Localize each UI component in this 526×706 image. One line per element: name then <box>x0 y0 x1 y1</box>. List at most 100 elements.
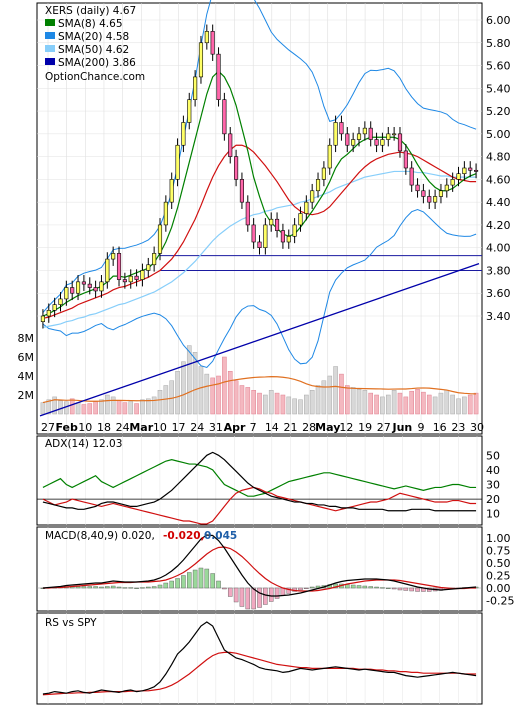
volume-bar <box>192 352 198 415</box>
volume-bar <box>280 394 286 415</box>
rs-title: RS vs SPY <box>45 617 97 629</box>
y-tick-label: 6.00 <box>486 14 511 27</box>
candle-body <box>403 150 408 169</box>
volume-bar <box>292 398 297 415</box>
candle-body <box>456 173 461 180</box>
candle-body <box>204 31 209 44</box>
candle-body <box>58 298 63 305</box>
x-tick-label: 21 <box>283 421 297 434</box>
x-tick-label: 16 <box>433 421 447 434</box>
candle-body <box>339 122 344 135</box>
macd-histogram-bar <box>75 586 81 589</box>
candle-body <box>275 218 280 231</box>
x-tick-label: 9 <box>418 421 425 434</box>
candle-body <box>111 253 116 260</box>
x-tick-label: May <box>315 421 340 434</box>
volume-bar <box>426 394 432 415</box>
macd-tick-label: 1.00 <box>486 532 511 545</box>
x-tick-label: 31 <box>209 421 223 434</box>
macd-title: MACD(8,40,9) 0.020, <box>45 530 155 542</box>
macd-histogram-bar <box>403 587 409 591</box>
x-tick-label: 10 <box>153 421 167 434</box>
plus-di-line <box>42 459 477 497</box>
volume-bar <box>362 390 368 415</box>
volume-bar <box>99 399 104 415</box>
sma50-line <box>42 170 477 328</box>
macd-histogram-bar <box>128 587 133 589</box>
volume-bar <box>462 396 467 415</box>
legend-swatch-sma8 <box>45 19 55 26</box>
candle-body <box>181 122 186 146</box>
volume-bar <box>40 402 46 415</box>
candle-body <box>415 184 420 192</box>
candle-body <box>351 139 356 146</box>
minus-di-line <box>42 486 477 525</box>
x-tick-label: 24 <box>116 421 130 434</box>
candle-body <box>462 167 467 174</box>
candle-body <box>234 156 239 180</box>
y-tick-label: 3.80 <box>486 264 511 277</box>
macd-histogram-bar <box>368 586 373 589</box>
rs-panel <box>36 612 483 705</box>
volume-bar <box>467 394 473 415</box>
volume-bar <box>233 380 239 415</box>
candle-body <box>70 287 75 294</box>
volume-bar <box>105 394 110 415</box>
x-tick-label: 12 <box>339 421 353 434</box>
candle-body <box>392 133 397 136</box>
candle-body <box>280 230 285 243</box>
x-tick-label: 19 <box>358 421 372 434</box>
volume-bar <box>52 396 57 415</box>
macd-tick-label: -0.25 <box>486 595 514 608</box>
volume-bar <box>251 390 256 415</box>
x-tick-label: Apr <box>224 421 246 434</box>
macd-histogram-bar <box>169 580 174 589</box>
macd-histogram-bar <box>304 587 309 590</box>
macd-histogram-bar <box>345 584 350 589</box>
volume-bar <box>421 391 426 415</box>
candle-body <box>169 179 174 203</box>
macd-histogram-bar <box>239 587 245 607</box>
x-tick-label: 28 <box>302 421 316 434</box>
volume-bar <box>239 385 245 415</box>
legend-swatch-sma50 <box>45 45 55 52</box>
macd-histogram-bar <box>362 585 368 589</box>
candle-body <box>46 310 51 317</box>
candle-body <box>310 190 315 203</box>
macd-histogram-bar <box>81 586 87 589</box>
adx-title: ADX(14) 12.03 <box>45 438 122 450</box>
x-tick-label: 23 <box>451 421 465 434</box>
volume-bar <box>380 396 385 415</box>
volume-bar <box>374 394 379 415</box>
macd-histogram-bar <box>204 568 210 589</box>
candle-body <box>93 287 98 292</box>
macd-histogram-bar <box>251 587 256 610</box>
macd-histogram-bar <box>157 584 163 589</box>
macd-histogram-bar <box>216 580 221 589</box>
x-tick-label: 17 <box>172 421 186 434</box>
volume-bar <box>116 400 122 415</box>
upper-band-line <box>42 0 477 313</box>
candle-body <box>228 133 233 157</box>
y-tick-label: 5.40 <box>486 82 511 95</box>
candle-body <box>134 275 139 280</box>
volume-bar <box>175 371 180 415</box>
volume-bar <box>321 380 327 415</box>
candle-body <box>362 127 367 135</box>
volume-bar <box>222 356 227 415</box>
volume-bar <box>315 385 321 415</box>
candle-body <box>257 241 262 248</box>
candle-body <box>163 201 168 226</box>
sma200-line <box>39 263 480 417</box>
candle-body <box>52 304 57 311</box>
x-tick-label: Jun <box>392 421 413 434</box>
candle-body <box>380 139 385 146</box>
x-tick-label: 14 <box>265 421 279 434</box>
macd-value-blue: 0.045 <box>204 530 237 542</box>
macd-histogram-bar <box>93 586 98 589</box>
price-panel <box>36 2 483 435</box>
candle-body <box>210 31 215 55</box>
adx-line <box>42 451 477 512</box>
volume-bar <box>438 392 444 415</box>
